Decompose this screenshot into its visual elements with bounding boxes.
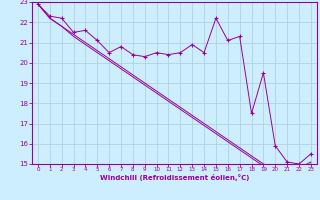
X-axis label: Windchill (Refroidissement éolien,°C): Windchill (Refroidissement éolien,°C) [100, 174, 249, 181]
